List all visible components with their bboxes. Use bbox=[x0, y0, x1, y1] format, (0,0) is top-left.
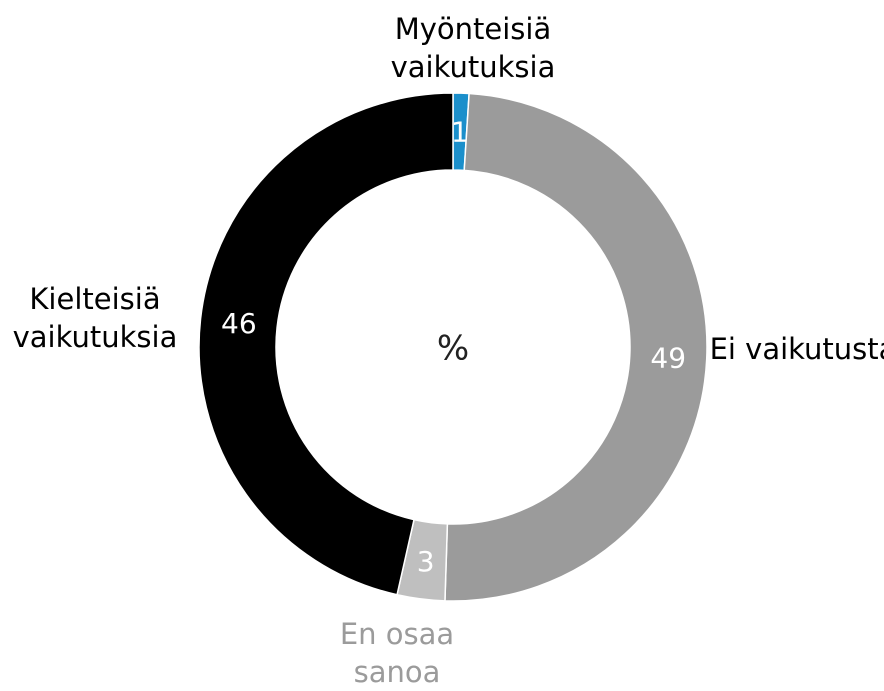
value-label: 3 bbox=[417, 545, 435, 578]
category-label: En osaa sanoa bbox=[339, 617, 455, 689]
category-label: Kielteisiä vaikutuksia bbox=[12, 282, 178, 354]
donut-slice bbox=[198, 92, 454, 596]
category-label: Ei vaikutusta bbox=[709, 332, 884, 366]
value-label: 1 bbox=[451, 116, 469, 149]
value-label: 46 bbox=[221, 307, 257, 340]
center-label: % bbox=[437, 329, 469, 369]
value-label: 49 bbox=[650, 341, 686, 374]
donut-slice bbox=[444, 92, 708, 602]
category-label: Myönteisiä vaikutuksia bbox=[390, 12, 556, 84]
